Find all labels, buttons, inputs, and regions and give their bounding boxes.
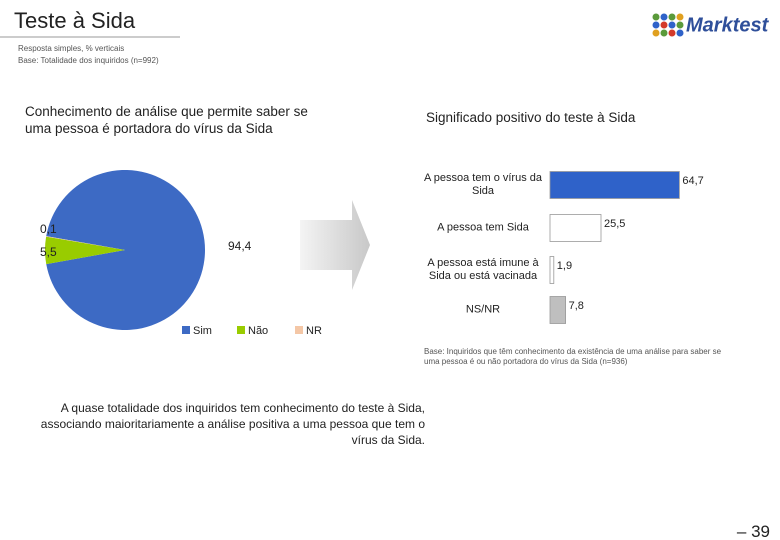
- page-number: – 39: [736, 522, 770, 540]
- category-label: NS/NR: [465, 303, 501, 316]
- logo-dots: [652, 13, 684, 37]
- bar: [549, 214, 602, 242]
- data-label: 1,9: [557, 260, 572, 272]
- data-label: 25,5: [604, 218, 625, 230]
- data-label: 5,5: [40, 245, 57, 259]
- data-label: 7,8: [569, 300, 584, 312]
- legend-swatch: [237, 326, 245, 334]
- subtitle: Resposta simples, % verticais: [18, 44, 125, 53]
- base-note: Base: Inquiridos que têm conhecimento da…: [424, 347, 722, 366]
- legend-label: Sim: [193, 325, 212, 337]
- legend-swatch: [182, 326, 190, 334]
- chart-title: Conhecimento de análise que permite sabe…: [25, 104, 308, 136]
- pie-slice: [46, 170, 206, 330]
- subtitle: Base: Totalidade dos inquiridos (n=992): [18, 56, 159, 65]
- data-label: 94,4: [228, 239, 252, 253]
- category-label: A pessoa tem Sida: [437, 221, 529, 234]
- pie-slice: [46, 236, 125, 250]
- category-label: A pessoa está imune à Sida ou está vacin…: [427, 257, 539, 282]
- legend-label: NR: [306, 325, 322, 337]
- logo-text: Marktest: [686, 14, 770, 36]
- bar: [549, 171, 680, 199]
- category-label: A pessoa tem o vírus da Sida: [423, 172, 542, 197]
- arrow: [300, 200, 370, 290]
- bar: [549, 256, 555, 284]
- data-label: 0,1: [40, 222, 57, 236]
- legend-swatch: [295, 326, 303, 334]
- pie-slice: [44, 236, 125, 265]
- conclusion: A quase totalidade dos inquiridos tem co…: [40, 401, 425, 447]
- page-title: Teste à Sida: [14, 8, 136, 33]
- data-label: 64,7: [682, 175, 703, 187]
- chart-title: Significado positivo do teste à Sida: [426, 110, 636, 125]
- legend-label: Não: [248, 325, 268, 337]
- bar: [549, 296, 567, 324]
